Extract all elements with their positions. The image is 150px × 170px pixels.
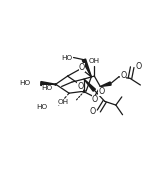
Polygon shape bbox=[82, 59, 91, 77]
Polygon shape bbox=[100, 82, 111, 87]
Polygon shape bbox=[84, 79, 95, 91]
Text: HO: HO bbox=[61, 55, 72, 61]
Text: HO: HO bbox=[36, 104, 48, 109]
Text: OH: OH bbox=[58, 99, 69, 105]
Text: O: O bbox=[120, 71, 126, 80]
Text: HO: HO bbox=[19, 80, 30, 86]
Text: O: O bbox=[89, 107, 96, 116]
Text: O: O bbox=[98, 87, 104, 96]
Polygon shape bbox=[41, 82, 56, 86]
Text: HO: HO bbox=[42, 85, 53, 91]
Text: O: O bbox=[135, 62, 141, 71]
Text: O: O bbox=[92, 95, 98, 104]
Text: OH: OH bbox=[89, 58, 100, 64]
Text: O: O bbox=[77, 82, 83, 91]
Text: O: O bbox=[79, 63, 85, 72]
